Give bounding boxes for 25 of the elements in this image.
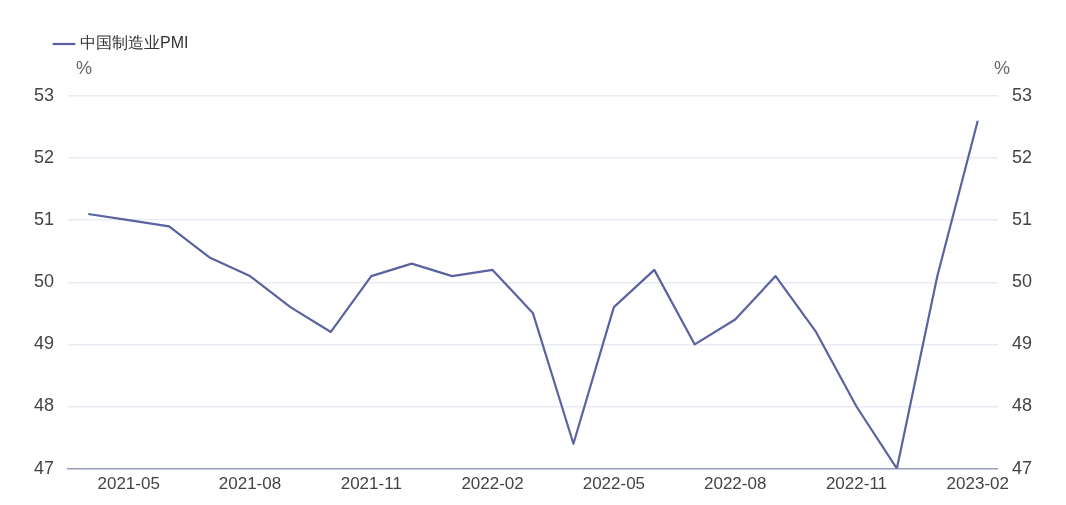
x-tick-label: 2023-02: [946, 474, 1009, 494]
y-tick-label: 52: [33, 147, 55, 168]
y2-tick-label: 53: [1011, 84, 1033, 105]
y2-tick-label: 49: [1011, 333, 1033, 354]
x-tick-label: 2021-05: [97, 474, 160, 494]
y-tick-label: 49: [33, 333, 55, 354]
y-tick-label: 47: [33, 457, 55, 478]
y2-tick-label: 51: [1011, 209, 1033, 230]
y-tick-label: 48: [33, 395, 55, 416]
x-tick-label: 2021-08: [218, 474, 282, 494]
x-tick-label: 2021-11: [340, 474, 402, 494]
x-tick-label: 2022-02: [461, 474, 524, 494]
y-tick-label: 51: [33, 209, 55, 230]
y2-tick-label: 52: [1011, 147, 1033, 168]
y2-tick-label: 47: [1011, 457, 1033, 478]
y2-axis-title: %: [993, 57, 1011, 78]
y2-tick-label: 48: [1011, 395, 1033, 416]
y-tick-label: 50: [33, 271, 55, 292]
x-tick-label: 2022-11: [825, 474, 888, 494]
y-axis-title: %: [75, 57, 93, 78]
legend-label: 中国制造业PMI: [80, 34, 189, 52]
y2-tick-label: 50: [1011, 271, 1033, 292]
x-tick-label: 2022-05: [582, 474, 646, 494]
x-tick-label: 2022-08: [703, 474, 767, 494]
y-tick-label: 53: [33, 84, 55, 105]
